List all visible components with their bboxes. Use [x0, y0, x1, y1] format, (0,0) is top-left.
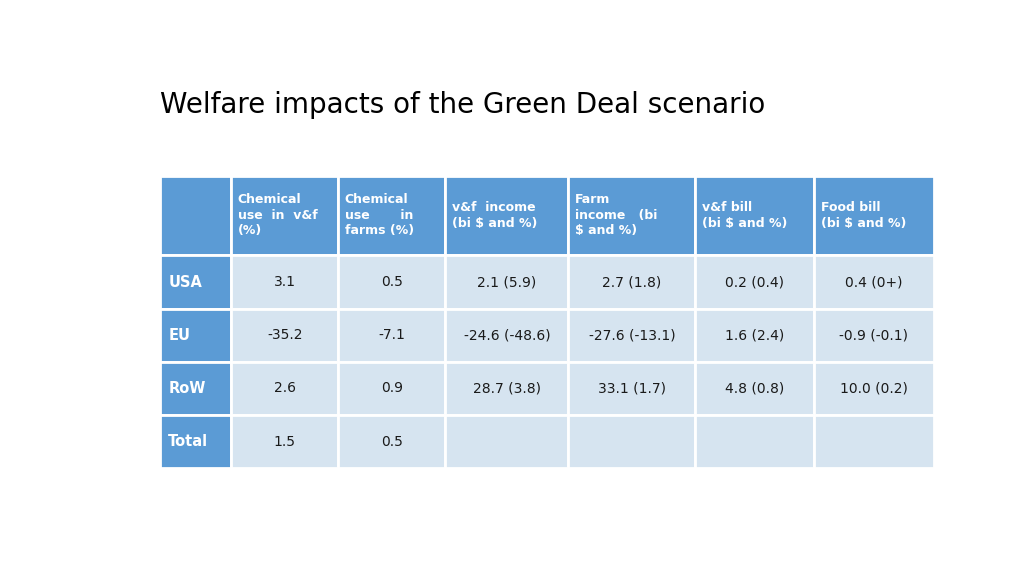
Text: 1.6 (2.4): 1.6 (2.4): [725, 328, 784, 342]
Bar: [568, 415, 695, 468]
Bar: [338, 362, 445, 415]
Text: 0.5: 0.5: [381, 435, 402, 449]
Bar: [231, 309, 338, 362]
Bar: [568, 255, 695, 309]
Text: 10.0 (0.2): 10.0 (0.2): [840, 381, 908, 396]
Text: RoW: RoW: [168, 381, 206, 396]
Text: Welfare impacts of the Green Deal scenario: Welfare impacts of the Green Deal scenar…: [160, 92, 765, 119]
Text: EU: EU: [168, 328, 190, 343]
Bar: [445, 255, 568, 309]
Bar: [814, 362, 934, 415]
Text: 2.7 (1.8): 2.7 (1.8): [602, 275, 662, 289]
Bar: [568, 176, 695, 255]
Bar: [568, 309, 695, 362]
Text: Chemical
use  in  v&f
(%): Chemical use in v&f (%): [238, 194, 317, 237]
Bar: [814, 255, 934, 309]
Text: 3.1: 3.1: [273, 275, 296, 289]
Text: 33.1 (1.7): 33.1 (1.7): [598, 381, 666, 396]
Text: USA: USA: [168, 275, 202, 290]
Bar: [338, 309, 445, 362]
Text: 0.5: 0.5: [381, 275, 402, 289]
Bar: [160, 255, 231, 309]
Bar: [231, 362, 338, 415]
Bar: [814, 309, 934, 362]
Text: v&f  income
(bi $ and %): v&f income (bi $ and %): [452, 201, 538, 230]
Bar: [814, 415, 934, 468]
Bar: [695, 362, 814, 415]
Bar: [695, 255, 814, 309]
Bar: [338, 255, 445, 309]
Bar: [695, 309, 814, 362]
Text: 2.6: 2.6: [273, 381, 296, 396]
Bar: [231, 255, 338, 309]
Text: 0.2 (0.4): 0.2 (0.4): [725, 275, 784, 289]
Bar: [160, 309, 231, 362]
Text: 0.9: 0.9: [381, 381, 402, 396]
Text: -7.1: -7.1: [379, 328, 406, 342]
Bar: [695, 176, 814, 255]
Text: -0.9 (-0.1): -0.9 (-0.1): [840, 328, 908, 342]
Bar: [160, 176, 231, 255]
Bar: [695, 415, 814, 468]
Text: 1.5: 1.5: [273, 435, 296, 449]
Bar: [160, 415, 231, 468]
Text: Chemical
use       in
farms (%): Chemical use in farms (%): [345, 194, 414, 237]
Text: -27.6 (-13.1): -27.6 (-13.1): [589, 328, 675, 342]
Text: 2.1 (5.9): 2.1 (5.9): [477, 275, 537, 289]
Bar: [445, 415, 568, 468]
Text: Food bill
(bi $ and %): Food bill (bi $ and %): [821, 201, 906, 230]
Text: 0.4 (0+): 0.4 (0+): [845, 275, 903, 289]
Bar: [338, 415, 445, 468]
Text: Total: Total: [168, 434, 209, 449]
Text: -35.2: -35.2: [267, 328, 302, 342]
Text: v&f bill
(bi $ and %): v&f bill (bi $ and %): [701, 201, 787, 230]
Bar: [445, 362, 568, 415]
Text: 28.7 (3.8): 28.7 (3.8): [473, 381, 541, 396]
Bar: [814, 176, 934, 255]
Bar: [568, 362, 695, 415]
Bar: [445, 176, 568, 255]
Bar: [445, 309, 568, 362]
Bar: [338, 176, 445, 255]
Bar: [231, 176, 338, 255]
Text: -24.6 (-48.6): -24.6 (-48.6): [464, 328, 550, 342]
Bar: [160, 362, 231, 415]
Text: Farm
income   (bi
$ and %): Farm income (bi $ and %): [574, 194, 657, 237]
Bar: [231, 415, 338, 468]
Text: 4.8 (0.8): 4.8 (0.8): [725, 381, 784, 396]
